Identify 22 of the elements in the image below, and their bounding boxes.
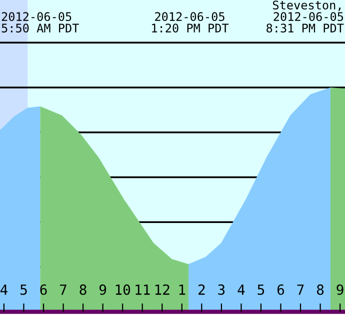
x-tick-label: 5 bbox=[258, 284, 264, 295]
x-tick-label: 2 bbox=[198, 284, 205, 295]
x-tick-label: 3 bbox=[218, 284, 225, 295]
x-tick-label: 6 bbox=[277, 284, 284, 295]
text: 2012-06-05 1:20 PM PDT bbox=[152, 12, 229, 33]
x-tick-label: 8 bbox=[80, 284, 86, 295]
x-tick-label: 9 bbox=[99, 284, 106, 295]
text: Steveston, bbox=[273, 0, 341, 11]
x-tick-label: 12 bbox=[155, 284, 170, 295]
x-tick-label: 5 bbox=[20, 284, 27, 295]
x-tick-label: 7 bbox=[60, 284, 66, 295]
x-tick-label: 8 bbox=[316, 284, 324, 295]
x-tick-label: 9 bbox=[336, 284, 344, 295]
x-tick-label: 7 bbox=[297, 284, 304, 295]
x-tick-label: 1 bbox=[179, 284, 186, 295]
text: 2012-06-05 8:31 PM PDT bbox=[266, 12, 344, 33]
x-tick-label: 6 bbox=[40, 284, 47, 295]
x-tick-label: 11 bbox=[136, 284, 150, 295]
text: 2012-06-05 5:50 AM PDT bbox=[2, 12, 79, 33]
x-tick-label: 4 bbox=[238, 284, 245, 295]
x-tick-label: 4 bbox=[0, 284, 8, 295]
x-tick-label: 10 bbox=[116, 284, 130, 295]
